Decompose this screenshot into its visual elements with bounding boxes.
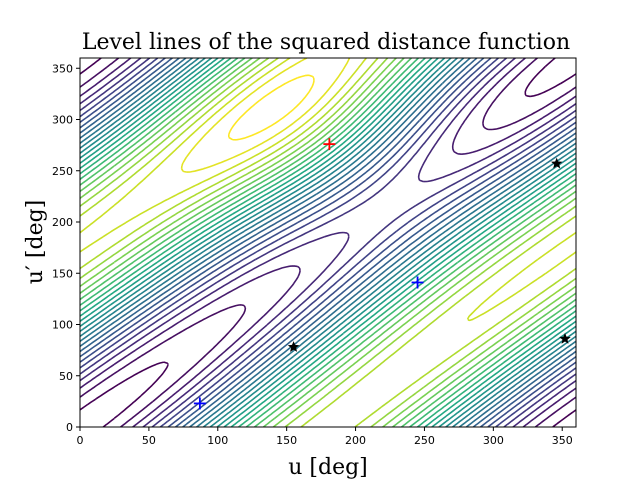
contour-line bbox=[80, 58, 576, 427]
blue-plus-marker bbox=[193, 397, 206, 410]
x-tick-label: 300 bbox=[483, 434, 504, 447]
contour-line bbox=[80, 58, 576, 427]
contour-line bbox=[180, 58, 351, 173]
contour-line bbox=[80, 58, 576, 427]
y-tick-label: 300 bbox=[52, 114, 73, 127]
y-tick-label: 350 bbox=[52, 62, 73, 75]
blue-plus-marker bbox=[411, 276, 424, 289]
x-tick-label: 250 bbox=[414, 434, 435, 447]
y-tick-label: 50 bbox=[59, 370, 73, 383]
contour-line bbox=[80, 58, 576, 427]
star-marker bbox=[551, 157, 563, 169]
contour-line bbox=[80, 58, 576, 427]
y-axis: 0 50 100 150 200 250 300 350 bbox=[52, 62, 80, 434]
contour-line bbox=[80, 58, 576, 427]
x-tick-label: 350 bbox=[552, 434, 573, 447]
y-tick-label: 200 bbox=[52, 216, 73, 229]
x-tick-label: 100 bbox=[207, 434, 228, 447]
y-tick-label: 0 bbox=[66, 421, 73, 434]
contour-line bbox=[80, 58, 576, 427]
y-tick-label: 100 bbox=[52, 319, 73, 332]
contour-line bbox=[80, 58, 576, 427]
contour-line bbox=[80, 58, 576, 427]
y-tick-label: 250 bbox=[52, 165, 73, 178]
x-tick-label: 200 bbox=[345, 434, 366, 447]
point-markers bbox=[193, 138, 571, 410]
contour-line bbox=[80, 58, 576, 427]
contour-line bbox=[80, 58, 576, 322]
star-marker bbox=[559, 332, 571, 344]
x-axis: 0 50 100 150 200 250 300 350 bbox=[77, 427, 573, 447]
x-tick-label: 50 bbox=[142, 434, 156, 447]
chart-title: Level lines of the squared distance func… bbox=[82, 30, 570, 55]
contour-line bbox=[80, 58, 576, 427]
x-axis-label: u [deg] bbox=[288, 455, 368, 480]
star-marker bbox=[287, 341, 300, 352]
y-axis-label: u′ [deg] bbox=[23, 200, 48, 285]
maximum-marker bbox=[323, 138, 336, 151]
x-tick-label: 150 bbox=[276, 434, 297, 447]
contour-line bbox=[80, 58, 576, 427]
contour-lines bbox=[80, 58, 576, 427]
y-tick-label: 150 bbox=[52, 267, 73, 280]
contour-line bbox=[80, 58, 576, 427]
x-tick-label: 0 bbox=[77, 434, 84, 447]
plot-frame bbox=[79, 57, 577, 428]
contour-line bbox=[228, 74, 315, 141]
